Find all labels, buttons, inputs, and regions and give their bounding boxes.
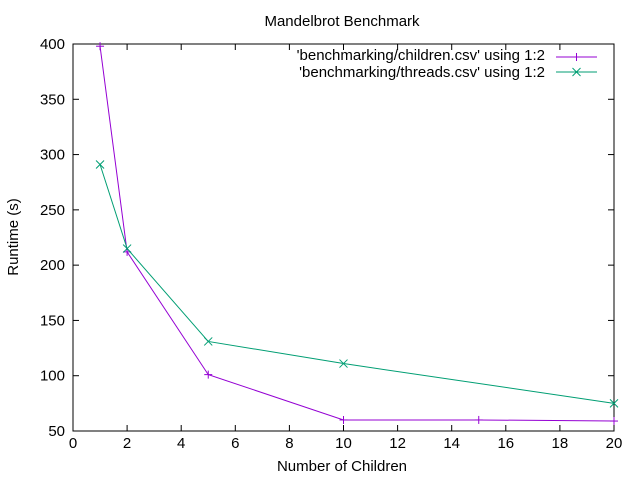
data-point: [203, 337, 213, 346]
chart-title: Mandelbrot Benchmark: [264, 13, 420, 30]
y-tick-label: 250: [40, 202, 65, 219]
legend-label-children: 'benchmarking/children.csv' using 1:2: [297, 47, 545, 64]
y-tick-label: 200: [40, 257, 65, 274]
data-point: [122, 244, 132, 253]
y-tick-label: 100: [40, 368, 65, 385]
x-tick-label: 14: [443, 435, 460, 452]
series-line-0: [99, 46, 615, 422]
x-tick-label: 2: [123, 435, 131, 452]
legend-marker: [572, 53, 581, 61]
data-point: [339, 359, 348, 368]
series-layer: [95, 42, 619, 426]
data-point: [474, 415, 483, 424]
y-tick-label: 50: [48, 423, 65, 440]
x-tick-label: 4: [177, 435, 185, 452]
x-tick-label: 10: [335, 435, 352, 452]
legend-marker: [572, 67, 581, 77]
data-point: [204, 370, 213, 379]
y-tick-label: 150: [40, 312, 65, 329]
data-point: [95, 160, 105, 169]
data-point: [609, 399, 619, 408]
x-tick-label: 20: [606, 435, 623, 452]
data-point: [610, 417, 618, 426]
y-tick-label: 300: [40, 147, 65, 164]
y-axis: 50 100 150 200 250 300 350 400: [40, 36, 614, 440]
series-line-1: [99, 164, 615, 404]
x-tick-label: 16: [497, 435, 514, 452]
x-axis-label: Number of Children: [277, 458, 407, 475]
x-tick-label: 8: [285, 435, 293, 452]
legend-label-threads: 'benchmarking/threads.csv' using 1:2: [299, 64, 545, 81]
x-tick-label: 18: [552, 435, 569, 452]
x-tick-label: 12: [389, 435, 406, 452]
x-tick-label: 6: [231, 435, 239, 452]
legend: 'benchmarking/children.csv' using 1:2 'b…: [297, 47, 597, 81]
plot-border: [72, 43, 615, 432]
y-axis-label: Runtime (s): [5, 198, 22, 276]
x-axis: 0 2 4 6 8 10 12 14 16 18 20: [69, 44, 623, 452]
x-tick-label: 0: [69, 435, 77, 452]
y-tick-label: 350: [40, 91, 65, 108]
data-point: [96, 42, 105, 51]
y-tick-label: 400: [40, 36, 65, 53]
data-point: [339, 415, 348, 424]
